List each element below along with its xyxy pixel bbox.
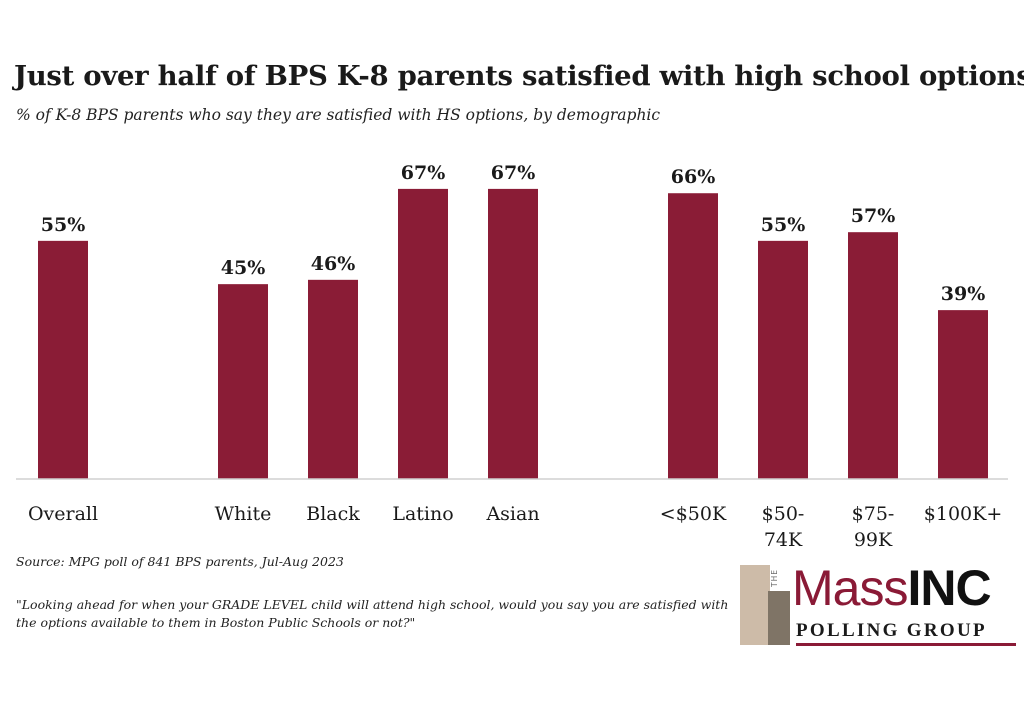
chart-subtitle: % of K-8 BPS parents who say they are sa… <box>16 106 661 124</box>
source-note: Source: MPG poll of 841 BPS parents, Jul… <box>16 554 344 569</box>
chart-title: Just over half of BPS K-8 parents satisf… <box>14 60 1024 92</box>
bar <box>218 284 268 479</box>
category-label: $100K+ <box>924 503 1002 525</box>
logo-rule <box>796 643 1016 646</box>
bar <box>308 279 358 479</box>
question-text: "Looking ahead for when your GRADE LEVEL… <box>16 597 729 630</box>
data-label: 66% <box>671 166 716 188</box>
logo-word-mass: Mass <box>792 560 908 616</box>
bar <box>938 310 988 479</box>
data-label: 55% <box>41 214 86 236</box>
data-label: 39% <box>941 283 986 305</box>
category-label: Black <box>306 503 360 525</box>
bar <box>38 240 88 479</box>
bar-chart: 55% Overall 45% White 46% Black 67% Latino 67% As… <box>16 162 1008 551</box>
data-label: 45% <box>221 257 266 279</box>
category-label: <$50K <box>660 503 727 525</box>
category-label: 99K <box>854 529 893 551</box>
data-label: 57% <box>851 205 896 227</box>
logo-bar-dark <box>768 591 790 645</box>
category-label: 74K <box>764 529 803 551</box>
category-label: $75- <box>852 503 895 525</box>
massinc-logo: THE MassINC POLLING GROUP <box>740 560 1020 647</box>
logo-subtitle: POLLING GROUP <box>796 620 987 641</box>
data-label: 55% <box>761 214 806 236</box>
data-label: 67% <box>401 162 446 184</box>
bar <box>758 240 808 479</box>
category-label: White <box>215 503 272 525</box>
category-label: Latino <box>392 503 453 525</box>
bar <box>668 193 718 479</box>
bar <box>488 188 538 479</box>
category-label: $50- <box>762 503 805 525</box>
logo-word-inc: INC <box>907 560 991 616</box>
logo-the: THE <box>770 569 779 587</box>
data-label: 67% <box>491 162 536 184</box>
logo-wordmark: MassINC <box>792 559 992 617</box>
data-label: 46% <box>311 253 356 275</box>
bar <box>398 188 448 479</box>
category-label: Overall <box>28 503 98 525</box>
bar <box>848 232 898 479</box>
logo-bar-light <box>740 565 770 645</box>
category-label: Asian <box>485 503 539 525</box>
